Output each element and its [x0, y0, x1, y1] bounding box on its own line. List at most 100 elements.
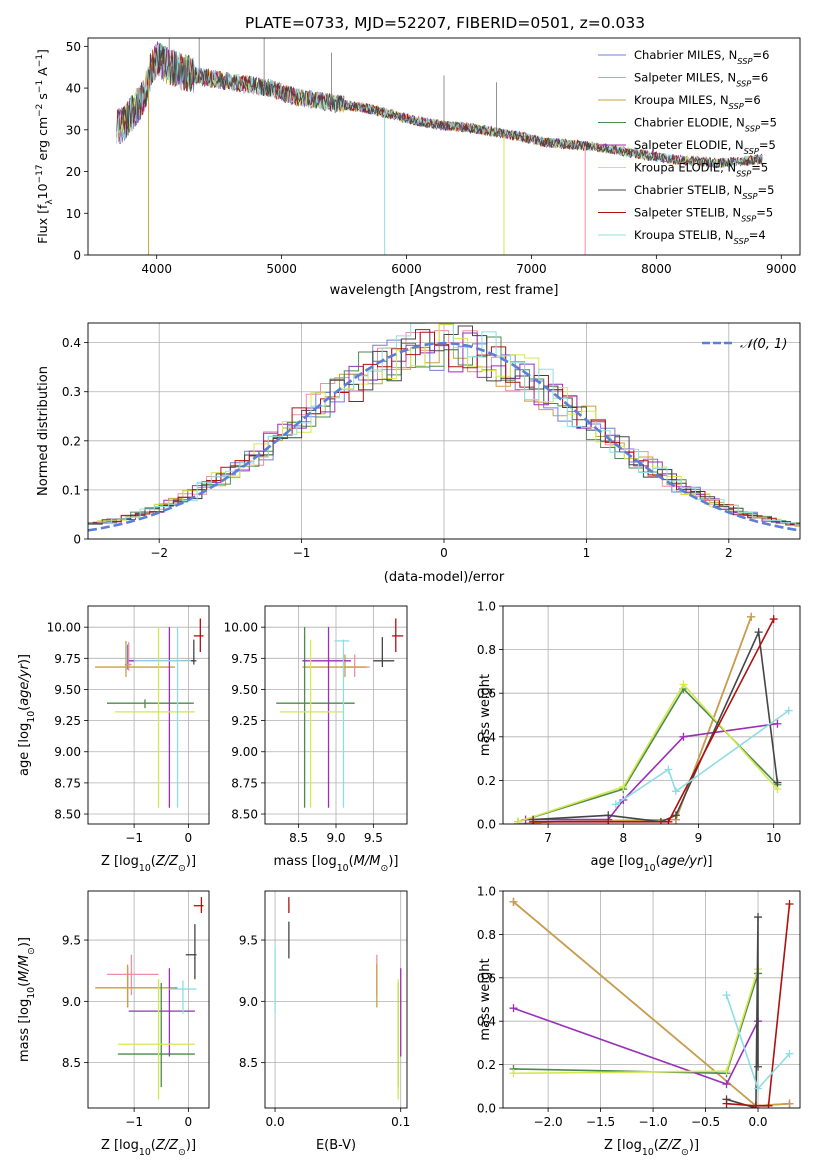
- label-part: 10: [644, 863, 656, 874]
- x-tick-label: 9000: [766, 262, 797, 276]
- y-tick-label: 1.0: [477, 600, 496, 614]
- y-tick-label: 30: [66, 123, 81, 137]
- label-part: age/yr: [661, 854, 704, 869]
- label-part: Z [log: [101, 854, 139, 869]
- label-part: Z [log: [604, 1138, 642, 1153]
- x-tick-label: −2.0: [534, 1115, 563, 1129]
- x-tick-label: 2: [725, 546, 733, 560]
- x-tick-label: 0: [185, 1115, 193, 1129]
- label-part: A: [35, 67, 50, 80]
- axes-frame: [87, 605, 210, 825]
- weight-line: [517, 683, 778, 823]
- gridlines: [88, 606, 209, 824]
- label-part: 10: [642, 1147, 654, 1158]
- label-part: =6: [752, 48, 769, 62]
- label-part: ⊙: [380, 863, 388, 874]
- y-tick-label: 50: [66, 40, 81, 54]
- y-tick-label: 0.3: [62, 385, 81, 399]
- y-tick-label: 0: [73, 533, 81, 547]
- y-tick-label: 9.25: [231, 714, 258, 728]
- weight-point: [751, 1101, 760, 1108]
- x-tick-label: 0.0: [748, 1115, 767, 1129]
- y-tick-label: 8.50: [54, 808, 81, 822]
- x-axis-label: wavelength [Angstrom, rest frame]: [330, 283, 559, 298]
- weight-point: [785, 1099, 794, 1108]
- x-tick-label: 10: [766, 831, 781, 845]
- y-tick-label: 9.0: [239, 995, 258, 1009]
- legend-entry: Kroupa STELIB, NSSP=4: [634, 228, 766, 246]
- plot-area: [95, 897, 204, 1100]
- legend-entry: Kroupa ELODIE, NSSP=5: [634, 161, 768, 179]
- x-axis-label: E(B-V): [316, 1138, 356, 1153]
- legend-entry: Salpeter MILES, NSSP=6: [634, 71, 768, 89]
- label-part: =5: [760, 116, 777, 130]
- weight-point: [754, 1062, 763, 1071]
- label-part: (: [654, 1138, 659, 1153]
- label-part: SSP: [736, 169, 751, 179]
- histogram-kroupa-stelib: [97, 323, 800, 526]
- x-tick-label: 9.5: [364, 831, 383, 845]
- weight-point: [664, 765, 673, 774]
- x-tick-label: −1.5: [586, 1115, 615, 1129]
- label-part: )]: [186, 1138, 196, 1153]
- label-part: SSP: [736, 79, 751, 89]
- weight-point: [722, 1080, 731, 1089]
- label-part: SSP: [737, 56, 752, 66]
- x-tick-label: 7: [544, 831, 552, 845]
- figure-title: PLATE=0733, MJD=52207, FIBERID=0501, z=0…: [245, 14, 645, 32]
- axes-frame: [502, 605, 801, 825]
- y-tick-label: 0.0: [477, 1102, 496, 1116]
- label-part: 10: [26, 711, 37, 723]
- y-tick-label: 9.5: [239, 934, 258, 948]
- x-tick-label: 0.0: [266, 1115, 285, 1129]
- label-part: Chabrier MILES, N: [634, 48, 737, 62]
- plot-area: [274, 897, 402, 1100]
- x-tick-label: −1.0: [639, 1115, 668, 1129]
- label-part: M/M: [354, 854, 381, 869]
- y-tick-label: 0: [73, 249, 81, 263]
- x-tick-label: 5000: [266, 262, 297, 276]
- weight-point: [754, 1084, 763, 1093]
- label-part: ⊙: [26, 947, 37, 955]
- y-tick-label: 9.75: [231, 652, 258, 666]
- label-part: −1: [35, 54, 45, 67]
- label-part: age [log: [590, 854, 643, 869]
- y-tick-label: 1.0: [477, 885, 496, 899]
- weight-point: [722, 991, 731, 1000]
- label-part: )]: [702, 854, 712, 869]
- x-tick-label: 9.0: [326, 831, 345, 845]
- label-part: 10: [337, 863, 349, 874]
- weight-point: [754, 628, 763, 637]
- panel-age_vs_mass: 8.5 9.0 9.5 8.50 8.75 9.00 9.25 9.50 9.75 10.00 ma…: [224, 605, 408, 874]
- weight-line: [533, 629, 779, 823]
- label-part: age/yr: [17, 662, 32, 705]
- plot-area: [116, 38, 763, 255]
- weight-point: [611, 800, 620, 809]
- weight-point: [664, 817, 673, 824]
- label-part: age [log: [17, 723, 32, 776]
- x-tick-label: 0: [185, 831, 193, 845]
- y-tick-label: 40: [66, 82, 81, 96]
- x-tick-label: 8000: [641, 262, 672, 276]
- label-part: SSP: [741, 214, 756, 224]
- x-tick-label: 8: [619, 831, 627, 845]
- x-tick-label: 8.5: [289, 831, 308, 845]
- y-tick-label: 0.4: [477, 1015, 496, 1029]
- x-tick-label: 0.1: [391, 1115, 410, 1129]
- gridlines: [503, 890, 800, 1109]
- y-tick-label: 9.75: [54, 652, 81, 666]
- label-part: ]: [35, 49, 50, 54]
- panel-mass_weight_vs_Z: −2.0 −1.5 −1.0 −0.5 0.0 0.0 0.2 0.4 0.6 0.8 1.0 Z […: [477, 885, 801, 1158]
- y-tick-label: 0.4: [62, 336, 81, 350]
- y-tick-label: 0.8: [477, 928, 496, 942]
- weight-line: [513, 973, 759, 1075]
- legend-entry: Salpeter ELODIE, NSSP=5: [634, 138, 776, 156]
- legend-entry: Chabrier MILES, NSSP=6: [634, 48, 769, 66]
- x-tick-label: −1: [125, 1115, 143, 1129]
- weight-line: [533, 618, 775, 823]
- label-part: (: [349, 854, 354, 869]
- label-part: Salpeter ELODIE, N: [634, 138, 744, 152]
- label-part: )]: [17, 937, 32, 947]
